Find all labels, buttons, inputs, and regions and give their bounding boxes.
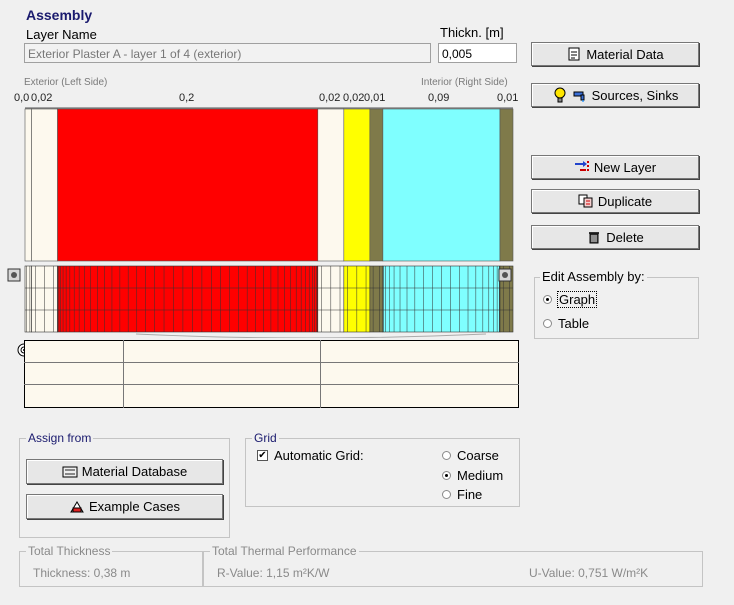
layer-tick-label: 0,02 [343, 92, 365, 104]
layer-strip[interactable] [57, 108, 319, 262]
faucet-icon [572, 87, 588, 103]
r-value: R-Value: 1,15 m²K/W [217, 566, 330, 580]
layer-name-field[interactable]: Exterior Plaster A - layer 1 of 4 (exter… [24, 43, 431, 63]
edit-assembly-group: Edit Assembly by: Graph Table [534, 269, 699, 339]
automatic-grid-checkbox[interactable]: ✔ Automatic Grid: [257, 448, 364, 463]
total-thickness-group: Total Thickness Thickness: 0,38 m [19, 544, 203, 587]
assign-from-title: Assign from [26, 431, 94, 445]
thickness-field[interactable]: 0,005 [438, 43, 517, 63]
edit-by-graph-radio[interactable]: Graph [543, 291, 598, 308]
delete-button[interactable]: Delete [531, 225, 699, 249]
material-data-button[interactable]: Material Data [531, 42, 699, 66]
layer-strip[interactable] [31, 108, 58, 262]
fine-option-label: Fine [457, 487, 483, 502]
checkbox-checked-icon: ✔ [257, 450, 268, 461]
grid-layer-cell [57, 265, 319, 333]
assembly-title: Assembly [26, 7, 93, 23]
layer-strip[interactable] [24, 108, 32, 262]
duplicate-button[interactable]: Duplicate [531, 189, 699, 213]
radio-selected-icon [442, 471, 451, 480]
sources-sinks-label: Sources, Sinks [591, 87, 679, 103]
material-database-label: Material Database [81, 464, 188, 479]
layer-name-label: Layer Name [26, 27, 97, 42]
duplicate-icon [578, 193, 594, 209]
grid-medium-radio[interactable]: Medium [442, 468, 503, 483]
thermal-performance-title: Total Thermal Performance [210, 544, 359, 558]
layer-tick-label: 0,02 [319, 92, 341, 104]
grid-fine-radio[interactable]: Fine [442, 487, 482, 502]
database-icon [62, 464, 78, 480]
layer-tick-label: 0,2 [179, 92, 195, 104]
automatic-grid-label: Automatic Grid: [274, 448, 364, 463]
total-thickness-value: Thickness: 0,38 m [33, 566, 131, 580]
layer-strip[interactable] [499, 108, 514, 262]
grid-coarse-radio[interactable]: Coarse [442, 448, 499, 463]
thermal-performance-group: Total Thermal Performance R-Value: 1,15 … [203, 544, 703, 587]
new-layer-icon [574, 159, 590, 175]
right-handle-icon[interactable] [498, 268, 512, 282]
interior-side-label: Interior (Right Side) [421, 77, 508, 88]
total-thickness-title: Total Thickness [26, 544, 113, 558]
layer-tick-label: 0,01 [364, 92, 386, 104]
layer-strip[interactable] [369, 108, 384, 262]
grid-layer-cell [369, 265, 384, 333]
radio-unselected-icon [442, 451, 451, 460]
trash-icon [586, 229, 602, 245]
layer-strip[interactable] [343, 108, 371, 262]
edit-assembly-title: Edit Assembly by: [540, 269, 647, 284]
monitor-table[interactable] [24, 340, 519, 408]
example-cases-button[interactable]: Example Cases [26, 494, 223, 519]
u-value: U-Value: 0,751 W/m²K [529, 566, 649, 580]
radio-unselected-icon [442, 490, 451, 499]
edit-by-table-radio[interactable]: Table [543, 316, 589, 331]
graph-option-label: Graph [556, 291, 598, 308]
duplicate-label: Duplicate [597, 193, 653, 209]
sources-sinks-button[interactable]: Sources, Sinks [531, 83, 699, 107]
grid-title: Grid [252, 431, 279, 445]
new-layer-button[interactable]: New Layer [531, 155, 699, 179]
grid-group: Grid ✔ Automatic Grid: Coarse Medium Fin… [245, 431, 520, 507]
radio-unselected-icon [543, 319, 552, 328]
delete-label: Delete [606, 229, 644, 245]
coarse-option-label: Coarse [457, 448, 499, 463]
material-database-button[interactable]: Material Database [26, 459, 223, 484]
layer-tick-label: 0,02 [31, 92, 53, 104]
assign-from-group: Assign from [19, 431, 230, 538]
layer-tick-label: 0,09 [428, 92, 450, 104]
radio-selected-icon [543, 295, 552, 304]
exterior-side-label: Exterior (Left Side) [24, 77, 108, 88]
layer-tick-label: 0,0 [14, 92, 30, 104]
layer-strip[interactable] [317, 108, 345, 262]
layer-graph[interactable] [24, 106, 514, 264]
grid-strip[interactable] [6, 262, 516, 338]
thickness-label: Thickn. [m] [440, 25, 504, 40]
grid-layer-cell [24, 265, 32, 333]
medium-option-label: Medium [457, 468, 504, 483]
example-cases-label: Example Cases [88, 499, 181, 514]
lightbulb-icon [552, 87, 568, 103]
example-cases-icon [69, 499, 85, 515]
left-handle-icon[interactable] [7, 268, 21, 282]
document-icon [566, 46, 582, 62]
layer-strip[interactable] [382, 108, 501, 262]
table-option-label: Table [558, 316, 590, 331]
material-data-label: Material Data [586, 46, 664, 62]
new-layer-label: New Layer [593, 159, 657, 175]
layer-tick-label: 0,01 [497, 92, 519, 104]
